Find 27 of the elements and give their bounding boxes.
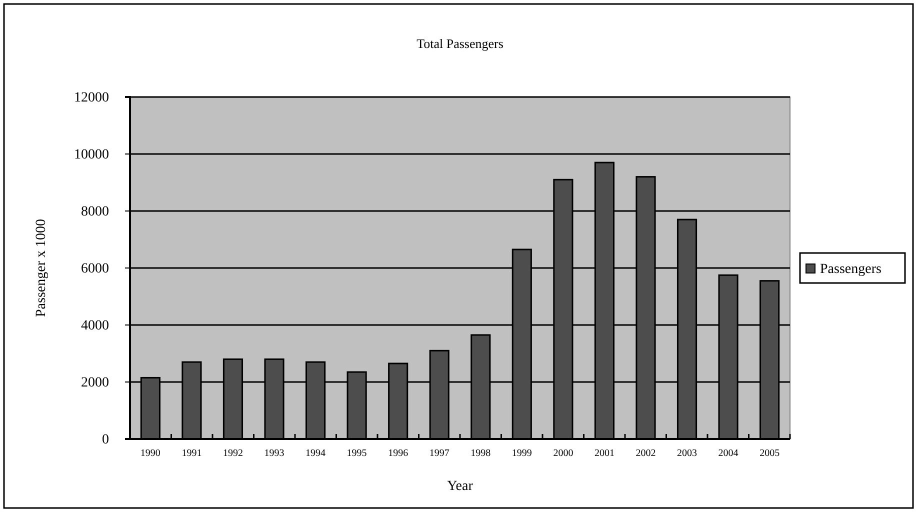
x-axis-title: Year (447, 479, 474, 494)
x-tick-label: 2004 (718, 448, 738, 460)
y-tick-label: 4000 (81, 318, 109, 334)
x-tick-label: 1995 (346, 448, 367, 460)
x-tick-label: 2005 (760, 448, 780, 460)
x-tick-label: 2000 (553, 448, 574, 460)
x-tick-label: 1993 (264, 448, 284, 460)
x-tick-label: 1991 (182, 448, 202, 460)
y-tick-label: 12000 (74, 90, 109, 106)
y-tick-label: 8000 (81, 204, 109, 220)
chart-title: Total Passengers (416, 36, 504, 51)
x-tick-label: 1997 (429, 448, 450, 460)
x-tick-label: 1998 (470, 448, 491, 460)
x-tick-label: 1999 (512, 448, 532, 460)
x-tick-label: 2002 (636, 448, 656, 460)
x-tick-label: 2003 (677, 448, 698, 460)
y-tick-label: 0 (102, 432, 109, 448)
x-tick-label: 2001 (594, 448, 614, 460)
y-tick-label: 2000 (81, 375, 109, 390)
x-tick-label: 1992 (222, 448, 243, 460)
y-tick-label: 6000 (81, 261, 109, 276)
y-tick-label: 10000 (74, 147, 109, 162)
legend-label: Passengers (820, 262, 882, 277)
x-tick-label: 1996 (388, 448, 408, 460)
x-tick-label: 1994 (306, 448, 326, 460)
x-tick-label: 1990 (140, 448, 160, 460)
y-axis-title: Passenger x 1000 (34, 219, 49, 317)
